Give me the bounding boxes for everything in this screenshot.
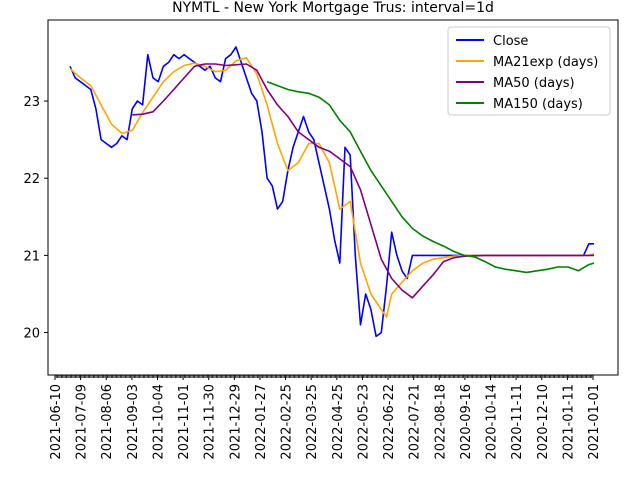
x-tick-label: 2022-01-27: [254, 384, 269, 460]
x-tick-label: 2022-05-23: [356, 384, 371, 460]
x-tick-label: 2021-07-09: [75, 384, 90, 460]
chart-title: NYMTL - New York Mortgage Trus: interval…: [172, 0, 494, 16]
plot-area: [69, 46, 595, 338]
x-tick-label: 2022-04-25: [331, 384, 346, 460]
legend-box: [447, 26, 611, 116]
legend-label: MA21exp (days): [493, 55, 598, 70]
legend-label: MA50 (days): [493, 76, 575, 91]
x-tick-label: 2021-01-11: [561, 384, 576, 460]
x-tick-label: 2022-08-18: [433, 384, 448, 460]
x-tick-label: 2021-01-01: [587, 384, 602, 460]
x-tick-label: 2021-06-10: [49, 384, 64, 460]
x-tick-label: 2022-07-21: [408, 384, 423, 460]
y-tick-label: 22: [23, 172, 40, 187]
x-tick-label: 2020-09-16: [459, 384, 474, 460]
x-tick-label: 2021-08-06: [100, 384, 115, 460]
x-axis: 2021-06-10 2021-07-09 2021-08-06 2021-09-03…: [49, 375, 602, 460]
legend: Close MA21exp (days) MA50 (days) MA150 (day…: [447, 26, 611, 116]
x-tick-label: 2021-11-01: [177, 384, 192, 460]
series-line: [69, 57, 595, 318]
x-tick-label: 2022-06-22: [382, 384, 397, 460]
x-tick-label: 2021-09-03: [126, 384, 141, 460]
series-line: [266, 80, 595, 274]
x-tick-label: 2020-12-10: [536, 384, 551, 460]
x-tick-label: 2022-02-25: [280, 384, 295, 460]
x-tick-label: 2021-11-30: [203, 384, 218, 460]
plot-frame: [47, 19, 619, 376]
legend-label: Close: [493, 34, 528, 49]
x-tick-label: 2020-10-14: [485, 384, 500, 460]
y-tick-label: 21: [23, 249, 40, 264]
x-tick-label: 2021-12-29: [228, 384, 243, 460]
y-tick-label: 23: [23, 95, 40, 110]
y-tick-label: 20: [23, 327, 40, 342]
legend-label: MA150 (days): [493, 97, 583, 112]
y-axis: 20 21 22 23: [23, 95, 48, 342]
series-line: [132, 63, 594, 299]
x-tick-label: 2022-03-25: [305, 384, 320, 460]
x-tick-label: 2020-11-11: [510, 384, 525, 460]
x-tick-label: 2021-10-04: [151, 384, 166, 460]
